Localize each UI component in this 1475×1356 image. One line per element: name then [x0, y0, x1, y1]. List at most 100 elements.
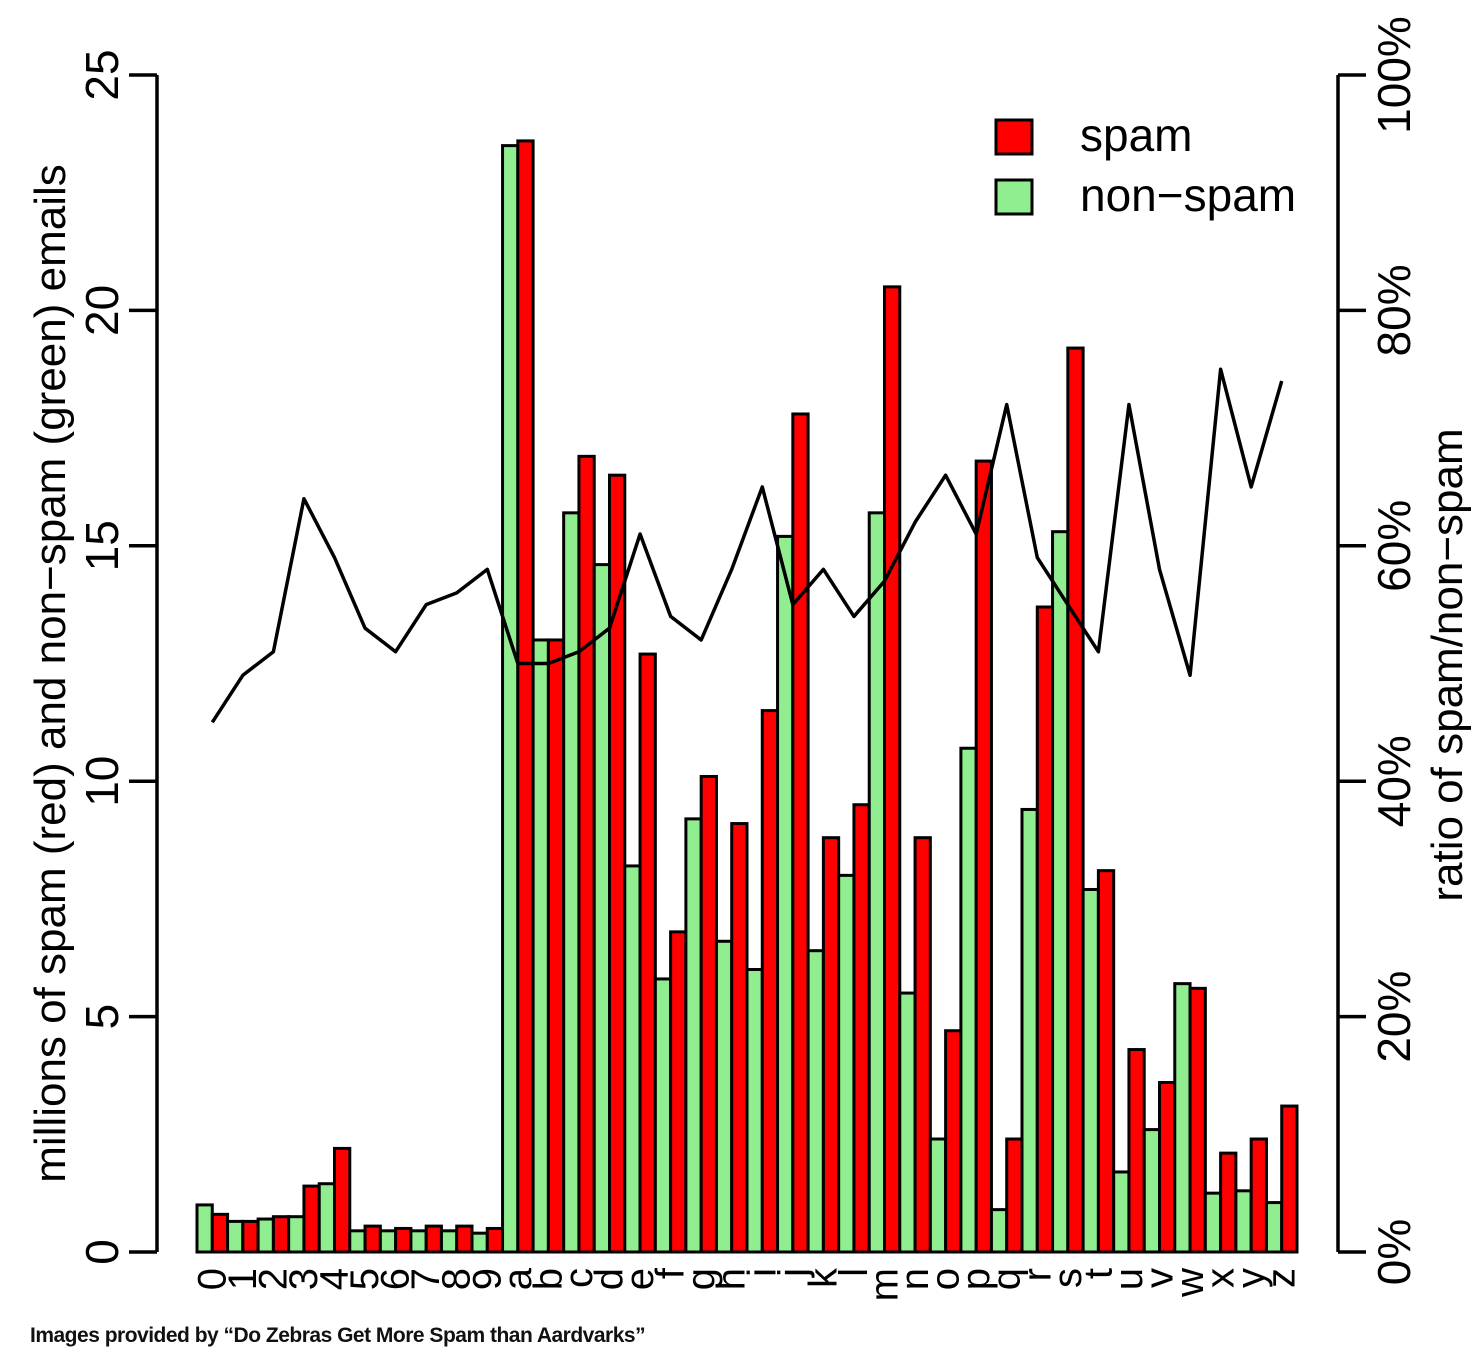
nonspam-bar-5 — [348, 1229, 367, 1254]
category-label-p: p — [954, 1268, 998, 1290]
spam-bar-b — [546, 638, 566, 1254]
nonspam-bar-8 — [439, 1229, 459, 1254]
left-tick-label-20: 20 — [76, 285, 128, 336]
category-label-i: i — [740, 1268, 784, 1277]
spam-bar-h — [730, 822, 749, 1254]
category-label-1: 1 — [221, 1268, 265, 1290]
nonspam-bar-p — [959, 746, 978, 1254]
legend: spam non−spam — [994, 109, 1296, 221]
left-tick-label-25: 25 — [76, 49, 128, 100]
spam-bar-7 — [424, 1224, 443, 1254]
spam-bar-1 — [241, 1219, 260, 1254]
left-axis-title: millions of spam (red) and non−spam (gre… — [26, 164, 75, 1183]
spam-bar-j — [791, 412, 810, 1254]
legend-swatch-1 — [994, 178, 1034, 216]
nonspam-bar-y — [1234, 1189, 1253, 1254]
left-tick-label-10: 10 — [76, 756, 128, 807]
category-label-n: n — [893, 1268, 937, 1290]
nonspam-bar-e — [623, 864, 642, 1254]
category-label-2: 2 — [251, 1268, 295, 1290]
category-label-e: e — [618, 1268, 662, 1290]
right-tick-label-4: 80% — [1368, 264, 1420, 356]
nonspam-bar-d — [592, 563, 611, 1254]
spam-bar-c — [577, 454, 596, 1254]
category-label-h: h — [710, 1268, 754, 1290]
legend-swatch-0 — [994, 118, 1034, 156]
nonspam-bar-l — [837, 873, 856, 1254]
spam-bar-n — [913, 836, 932, 1254]
nonspam-bar-g — [684, 817, 703, 1254]
category-label-y: y — [1229, 1268, 1273, 1288]
nonspam-bar-1 — [226, 1219, 245, 1254]
category-label-0: 0 — [190, 1268, 234, 1290]
category-label-q: q — [985, 1268, 1029, 1290]
nonspam-bar-0 — [195, 1203, 214, 1254]
spam-bar-l — [852, 803, 871, 1254]
spam-bar-m — [883, 285, 902, 1254]
category-label-k: k — [801, 1267, 845, 1288]
nonspam-bar-x — [1203, 1191, 1223, 1254]
nonspam-bar-6 — [378, 1229, 398, 1254]
nonspam-bar-o — [928, 1137, 948, 1254]
nonspam-bar-j — [776, 534, 795, 1254]
spam-bar-y — [1249, 1137, 1268, 1254]
spam-bar-s — [1066, 346, 1085, 1254]
nonspam-bar-n — [898, 991, 917, 1254]
nonspam-bar-v — [1142, 1128, 1161, 1254]
category-label-c: c — [557, 1268, 601, 1288]
category-label-f: f — [649, 1267, 693, 1279]
spam-bar-v — [1158, 1081, 1177, 1254]
spam-bar-k — [821, 836, 841, 1254]
spam-bar-g — [699, 774, 718, 1254]
legend-label-1: non−spam — [1080, 169, 1296, 221]
nonspam-bar-r — [1020, 807, 1039, 1254]
spam-bar-q — [1005, 1137, 1024, 1254]
spam-bar-3 — [302, 1184, 321, 1254]
nonspam-bar-b — [531, 638, 550, 1254]
spam-bar-d — [608, 473, 627, 1254]
nonspam-bar-2 — [256, 1217, 275, 1254]
nonspam-bar-a — [501, 144, 520, 1254]
category-label-g: g — [679, 1268, 723, 1290]
ratio-line-layer — [210, 367, 1284, 724]
left-tick-label-15: 15 — [76, 520, 128, 571]
spam-bar-8 — [455, 1224, 474, 1254]
spam-bar-4 — [333, 1146, 352, 1254]
spam-bar-o — [944, 1029, 963, 1254]
category-label-j: j — [771, 1268, 815, 1278]
nonspam-bar-i — [745, 968, 764, 1254]
spam-bar-f — [669, 930, 688, 1254]
right-tick-label-3: 60% — [1368, 500, 1420, 592]
spam-bar-2 — [271, 1215, 291, 1254]
category-label-3: 3 — [282, 1268, 326, 1290]
category-label-8: 8 — [435, 1268, 479, 1290]
bar-layer — [195, 139, 1299, 1254]
spam-bar-5 — [363, 1224, 382, 1254]
right-axis-title: ratio of spam/non−spam — [1423, 428, 1472, 901]
spam-bar-r — [1035, 605, 1055, 1254]
left-tick-label-0: 0 — [76, 1239, 128, 1265]
nonspam-bar-4 — [317, 1182, 337, 1254]
category-label-z: z — [1260, 1268, 1304, 1288]
right-tick-label-0: 0% — [1368, 1219, 1420, 1285]
spam-bar-p — [974, 459, 993, 1254]
right-tick-label-1: 20% — [1368, 971, 1420, 1063]
nonspam-bar-z — [1264, 1201, 1284, 1254]
nonspam-bar-s — [1051, 530, 1070, 1254]
category-label-v: v — [1138, 1268, 1182, 1288]
category-label-9: 9 — [465, 1268, 509, 1290]
category-label-r: r — [1015, 1268, 1059, 1281]
category-label-x: x — [1199, 1268, 1243, 1288]
ratio-line — [210, 367, 1284, 724]
nonspam-bar-k — [806, 949, 825, 1254]
legend-label-0: spam — [1080, 109, 1192, 161]
nonspam-bar-u — [1112, 1170, 1131, 1254]
category-label-l: l — [832, 1268, 876, 1277]
nonspam-bar-m — [867, 511, 886, 1254]
nonspam-bar-t — [1081, 887, 1100, 1254]
right-tick-label-5: 100% — [1368, 16, 1420, 134]
spam-bar-x — [1219, 1151, 1238, 1254]
category-label-w: w — [1168, 1268, 1212, 1298]
